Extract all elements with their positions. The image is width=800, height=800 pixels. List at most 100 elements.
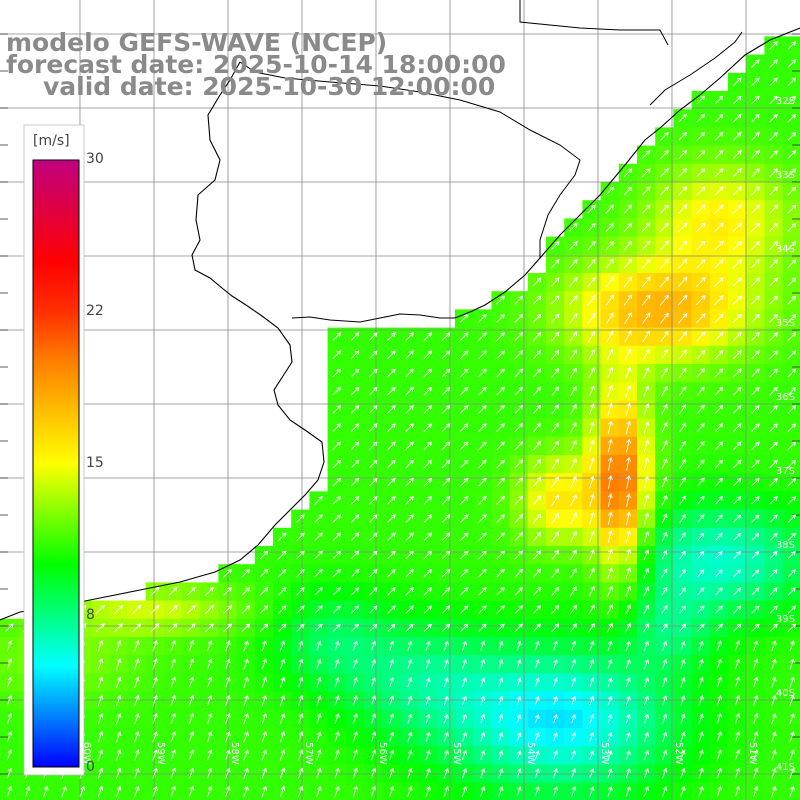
wind-arrow bbox=[661, 422, 668, 433]
wind-arrow bbox=[368, 496, 378, 505]
wind-arrow bbox=[152, 749, 158, 761]
wind-arrow bbox=[334, 658, 340, 670]
wind-arrow bbox=[659, 186, 669, 196]
wind-arrow bbox=[459, 441, 469, 451]
wind-arrow bbox=[716, 767, 722, 779]
wind-arrow bbox=[332, 568, 342, 578]
wind-arrow bbox=[459, 350, 469, 360]
wind-arrow bbox=[714, 386, 724, 396]
wind-arrow bbox=[261, 676, 267, 688]
wind-arrow bbox=[405, 623, 414, 632]
wind-arrow bbox=[152, 731, 158, 743]
wind-arrow bbox=[623, 240, 633, 251]
wind-arrow bbox=[352, 676, 358, 688]
wind-arrow bbox=[225, 694, 231, 706]
wind-arrow bbox=[589, 695, 595, 706]
wind-arrow bbox=[768, 222, 779, 233]
wind-arrow bbox=[659, 222, 670, 233]
colorbar-tick: 0 bbox=[86, 759, 95, 775]
wind-arrow bbox=[680, 713, 686, 724]
wind-arrow bbox=[732, 295, 743, 305]
wind-arrow bbox=[606, 366, 614, 379]
longitude-label: 59W bbox=[155, 742, 166, 765]
wind-arrow bbox=[459, 459, 469, 469]
wind-arrow bbox=[514, 605, 524, 614]
wind-arrow bbox=[405, 496, 414, 505]
wind-arrow bbox=[352, 731, 358, 743]
wind-arrow bbox=[370, 785, 377, 797]
wind-arrow bbox=[6, 694, 13, 707]
wind-arrow bbox=[607, 658, 613, 670]
wind-arrow bbox=[733, 605, 742, 614]
wind-arrow bbox=[569, 623, 577, 633]
wind-arrow bbox=[697, 550, 705, 559]
wind-arrow bbox=[516, 695, 522, 705]
wind-arrow bbox=[769, 186, 779, 196]
wind-arrow bbox=[152, 694, 158, 706]
wind-arrow bbox=[661, 385, 668, 397]
wind-arrow bbox=[332, 550, 342, 560]
wind-arrow bbox=[696, 404, 705, 414]
wind-arrow bbox=[150, 586, 160, 596]
wind-arrow bbox=[350, 350, 360, 360]
wind-arrow bbox=[496, 532, 505, 542]
wind-arrow bbox=[405, 350, 414, 360]
wind-arrow bbox=[407, 749, 413, 761]
wind-arrow bbox=[697, 623, 705, 632]
wind-arrow bbox=[134, 731, 140, 743]
wind-arrow bbox=[496, 623, 505, 632]
wind-arrow bbox=[625, 749, 631, 760]
wind-arrow bbox=[459, 405, 469, 414]
wind-arrow bbox=[714, 186, 724, 196]
wind-arrow bbox=[350, 477, 360, 487]
wind-arrow bbox=[625, 585, 632, 597]
wind-arrow bbox=[332, 477, 342, 487]
wind-arrow bbox=[496, 332, 505, 341]
wind-arrow bbox=[296, 605, 305, 614]
wind-arrow bbox=[334, 767, 340, 779]
wind-arrow bbox=[496, 477, 505, 487]
wind-arrow bbox=[659, 240, 669, 251]
wind-arrow bbox=[769, 477, 778, 487]
wind-arrow bbox=[514, 350, 524, 360]
wind-arrow bbox=[714, 350, 724, 360]
wind-cell bbox=[782, 782, 800, 800]
wind-arrow bbox=[607, 475, 613, 489]
longitude-label: 52W bbox=[673, 742, 684, 765]
wind-arrow bbox=[588, 604, 595, 615]
wind-arrow bbox=[150, 604, 160, 615]
wind-arrow bbox=[498, 768, 504, 779]
wind-arrow bbox=[660, 330, 669, 343]
wind-arrow bbox=[350, 386, 360, 396]
wind-arrow bbox=[623, 294, 633, 306]
wind-arrow bbox=[423, 605, 433, 614]
wind-arrow bbox=[514, 423, 523, 433]
wind-arrow bbox=[553, 658, 558, 669]
wind-arrow bbox=[241, 605, 251, 614]
wind-arrow bbox=[460, 623, 469, 632]
wind-arrow bbox=[605, 294, 614, 306]
wind-arrow bbox=[734, 713, 741, 725]
wind-arrow bbox=[389, 749, 395, 761]
wind-arrow bbox=[186, 586, 196, 596]
wind-arrow bbox=[571, 714, 576, 724]
wind-arrow bbox=[716, 731, 722, 743]
wind-arrow bbox=[279, 694, 286, 706]
wind-arrow bbox=[350, 568, 360, 578]
wind-arrows bbox=[4, 41, 797, 797]
wind-arrow bbox=[787, 168, 797, 178]
latitude-label: 39S bbox=[776, 614, 795, 625]
wind-arrow bbox=[569, 259, 578, 269]
wind-arrow bbox=[751, 532, 760, 541]
wind-arrow bbox=[661, 494, 668, 506]
wind-arrow bbox=[113, 623, 124, 633]
wind-arrow bbox=[587, 204, 596, 214]
wind-arrow bbox=[587, 240, 596, 251]
wind-arrow bbox=[551, 404, 559, 415]
wind-arrow bbox=[405, 477, 414, 487]
wind-arrow bbox=[553, 677, 558, 687]
wind-arrow bbox=[498, 750, 504, 760]
wind-arrow bbox=[679, 458, 686, 469]
wind-arrow bbox=[496, 441, 505, 451]
wind-arrow bbox=[643, 749, 650, 761]
